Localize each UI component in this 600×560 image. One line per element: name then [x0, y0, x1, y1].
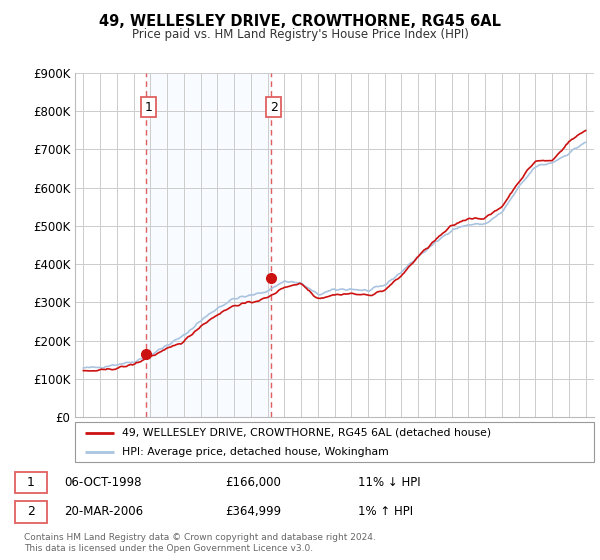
Text: 1% ↑ HPI: 1% ↑ HPI: [358, 506, 413, 519]
Text: 2: 2: [270, 101, 278, 114]
Text: 2: 2: [27, 506, 35, 519]
Text: 1: 1: [145, 101, 152, 114]
Text: Price paid vs. HM Land Registry's House Price Index (HPI): Price paid vs. HM Land Registry's House …: [131, 28, 469, 41]
Text: HPI: Average price, detached house, Wokingham: HPI: Average price, detached house, Woki…: [122, 447, 388, 457]
Text: £166,000: £166,000: [225, 476, 281, 489]
Text: 49, WELLESLEY DRIVE, CROWTHORNE, RG45 6AL: 49, WELLESLEY DRIVE, CROWTHORNE, RG45 6A…: [99, 14, 501, 29]
Text: 20-MAR-2006: 20-MAR-2006: [64, 506, 143, 519]
Text: 49, WELLESLEY DRIVE, CROWTHORNE, RG45 6AL (detached house): 49, WELLESLEY DRIVE, CROWTHORNE, RG45 6A…: [122, 428, 491, 438]
Bar: [146, 73, 271, 417]
FancyBboxPatch shape: [15, 501, 47, 523]
FancyBboxPatch shape: [15, 472, 47, 493]
Text: 1: 1: [27, 476, 35, 489]
FancyBboxPatch shape: [75, 422, 594, 462]
Text: Contains HM Land Registry data © Crown copyright and database right 2024.
This d: Contains HM Land Registry data © Crown c…: [24, 533, 376, 553]
Text: 11% ↓ HPI: 11% ↓ HPI: [358, 476, 420, 489]
Text: 06-OCT-1998: 06-OCT-1998: [64, 476, 142, 489]
Text: £364,999: £364,999: [225, 506, 281, 519]
